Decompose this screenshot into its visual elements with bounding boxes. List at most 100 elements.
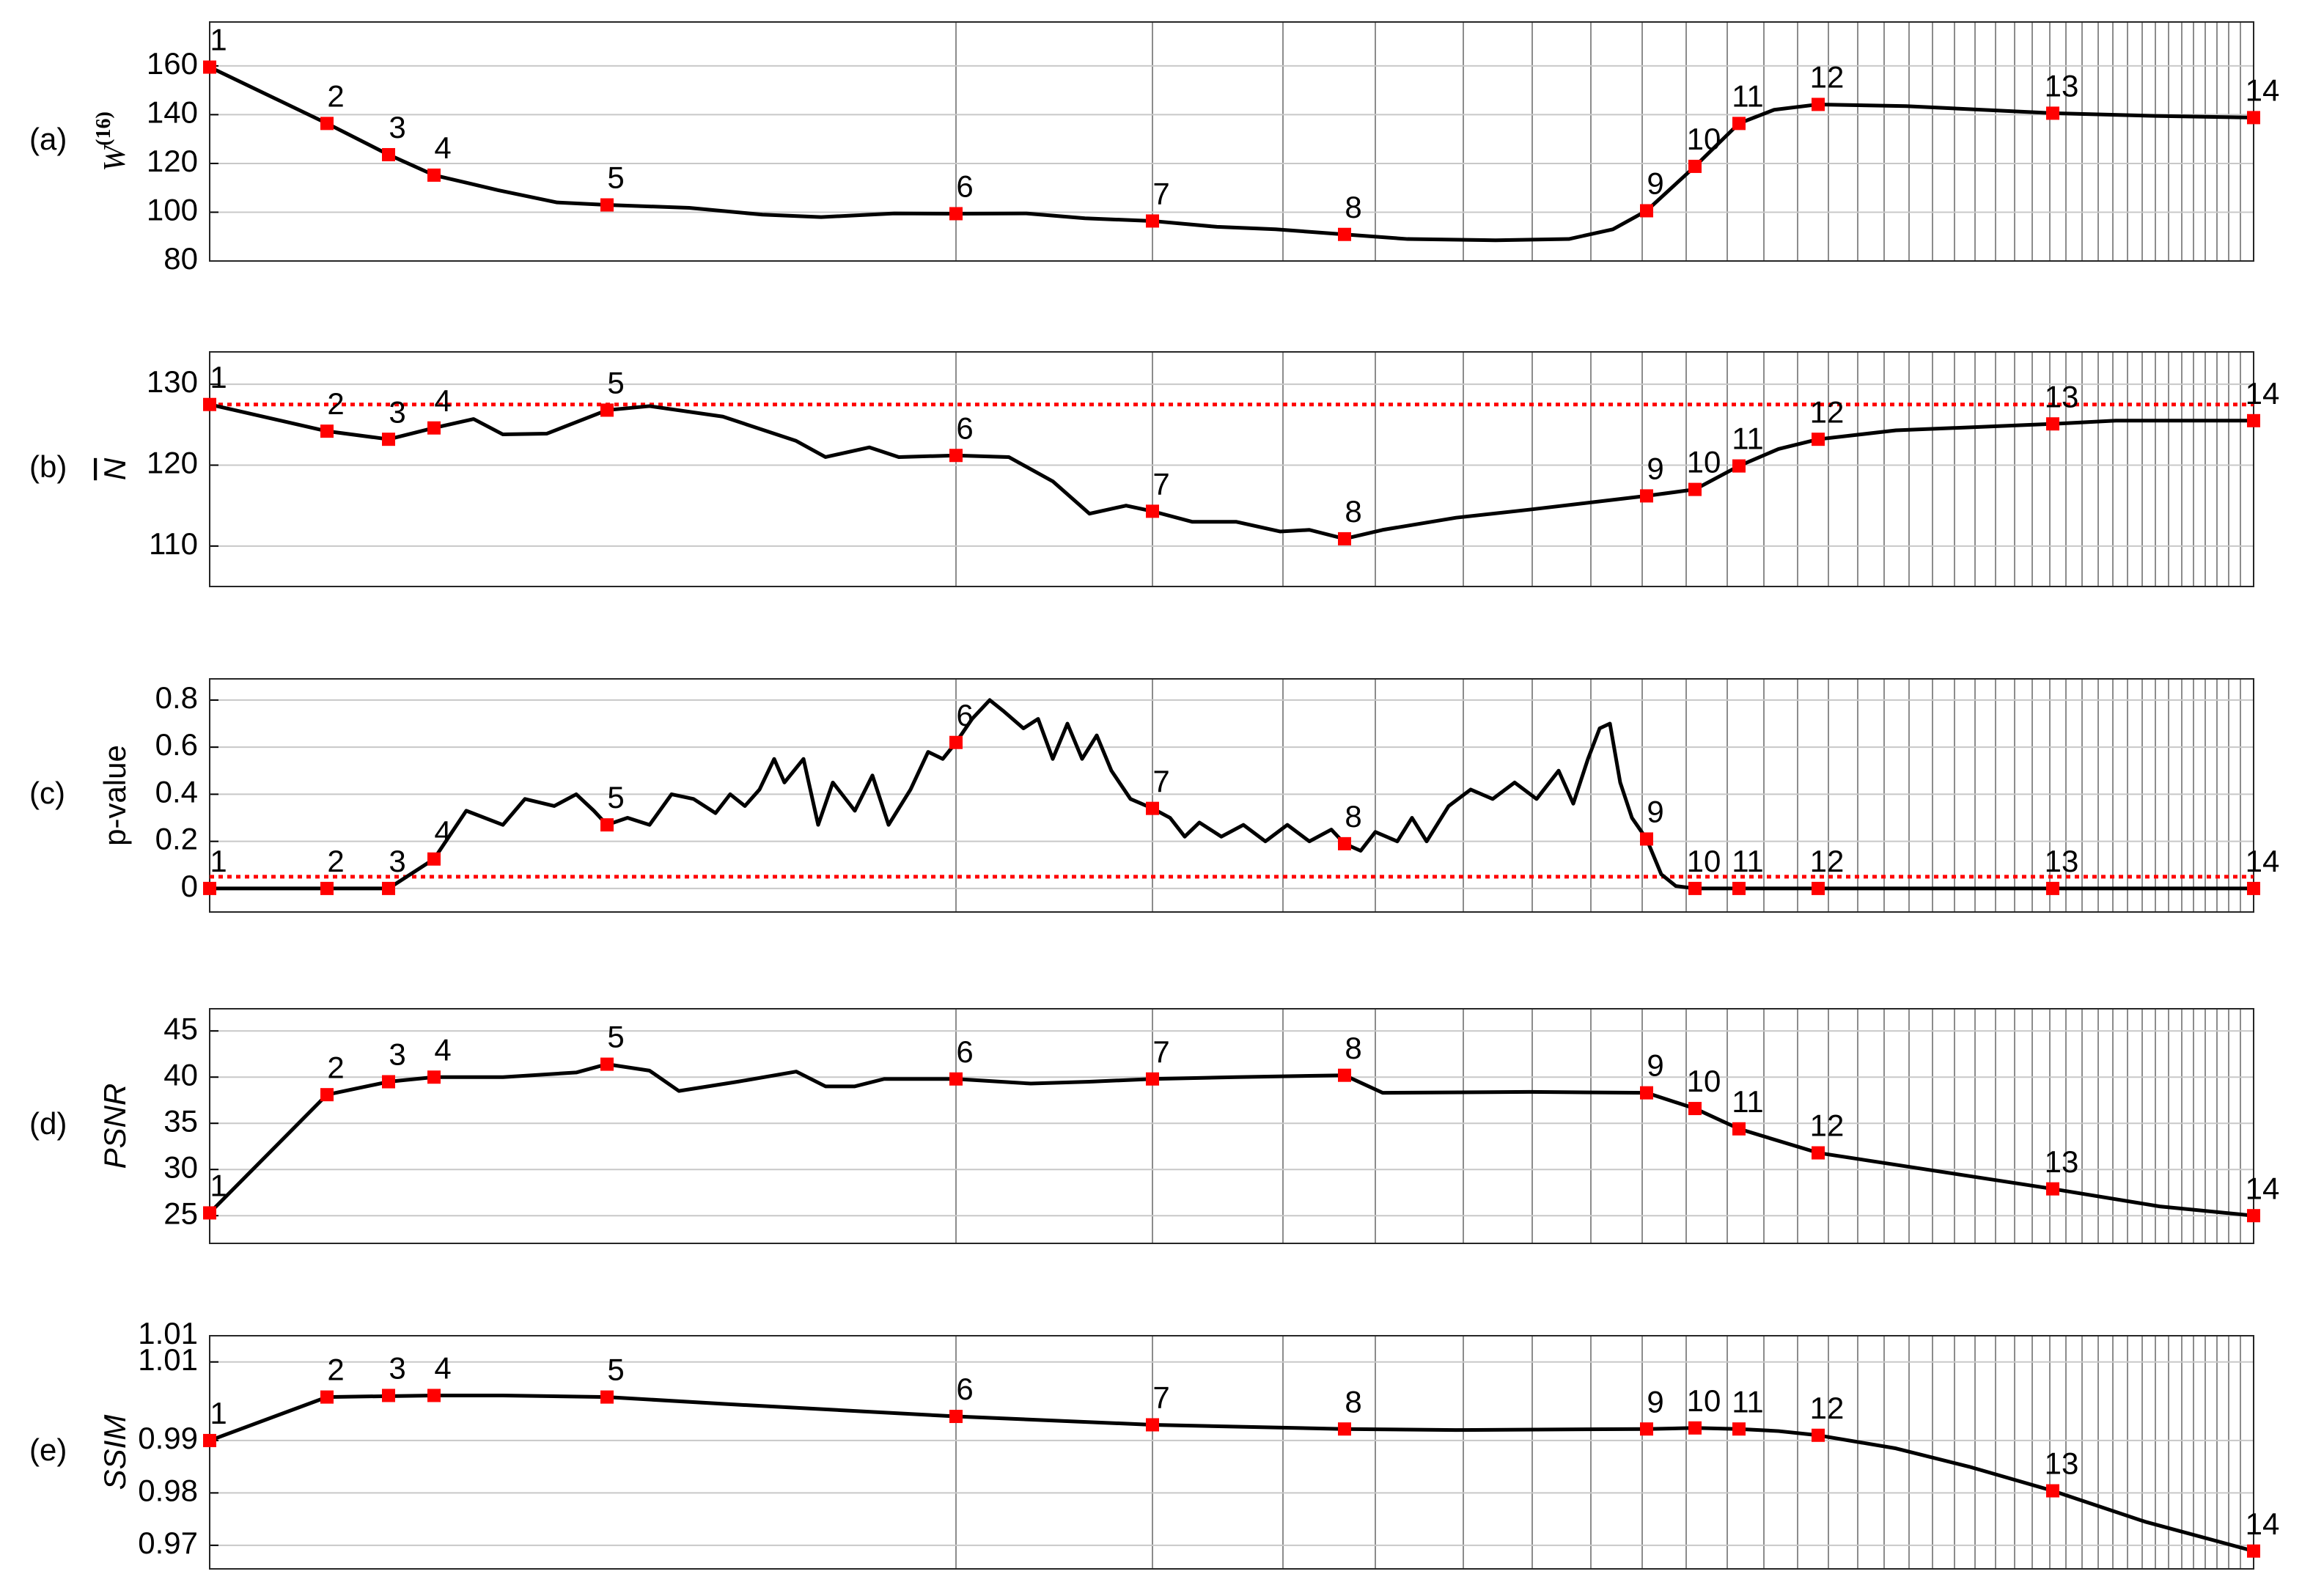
point-label: 2 (327, 78, 344, 113)
data-line (208, 65, 2254, 243)
data-point (1146, 214, 1159, 228)
data-point (320, 424, 334, 438)
data-point (2046, 106, 2059, 120)
data-point (1688, 1421, 1702, 1435)
y-axis-label-main: PSNR (98, 1084, 132, 1169)
data-point (1640, 204, 1653, 218)
y-tick-label: 140 (147, 95, 198, 130)
data-point (382, 433, 395, 446)
data-point (427, 852, 441, 866)
y-axis-label-main: p-value (98, 745, 132, 846)
point-label: 9 (1647, 795, 1663, 829)
point-label: 2 (327, 1050, 344, 1084)
point-label: 10 (1687, 445, 1721, 479)
data-point (2046, 881, 2059, 895)
point-label: 12 (1810, 1108, 1845, 1143)
point-label: 2 (327, 844, 344, 878)
data-point (1732, 1422, 1746, 1436)
data-point (382, 1389, 395, 1402)
point-label: 6 (956, 1372, 973, 1406)
point-label: 6 (956, 411, 973, 445)
point-label: 8 (1345, 1031, 1361, 1065)
point-label: 8 (1345, 799, 1361, 834)
point-label: 5 (607, 1020, 624, 1054)
data-point (2247, 881, 2260, 895)
data-point (427, 421, 441, 435)
point-label: 2 (327, 386, 344, 421)
y-tick-label: 100 (147, 193, 198, 227)
data-point (1812, 1146, 1825, 1160)
panel-label: (d) (29, 1106, 67, 1141)
panel-label: (a) (29, 122, 67, 156)
point-label: 9 (1647, 452, 1663, 486)
y-tick-label: 0.99 (138, 1421, 198, 1455)
data-point (949, 449, 963, 463)
y-tick-label: 30 (163, 1150, 198, 1184)
point-label: 3 (389, 1037, 405, 1072)
data-point (1812, 98, 1825, 111)
y-axis-label: N (98, 457, 132, 480)
data-point (600, 818, 614, 832)
y-tick-label: 25 (163, 1196, 198, 1230)
y-tick-label: 0 (181, 869, 198, 903)
point-label: 2 (327, 1353, 344, 1387)
point-label: 3 (389, 110, 405, 144)
y-tick-label: 110 (149, 526, 198, 561)
data-point (320, 881, 334, 895)
data-point (1146, 1418, 1159, 1432)
point-label: 14 (2246, 844, 2280, 878)
y-axis-label-main: SSIM (98, 1415, 132, 1490)
y-axis-label-sup: (16) (92, 111, 115, 146)
point-label: 13 (2045, 379, 2079, 413)
data-point (2247, 1209, 2260, 1223)
point-label: 8 (1345, 1384, 1361, 1419)
data-point (1812, 881, 1825, 895)
data-line (210, 698, 2254, 891)
y-tick-label: 0.2 (155, 822, 198, 856)
point-label: 9 (1647, 1384, 1663, 1419)
point-label: 13 (2045, 1144, 2079, 1179)
data-point (1640, 1086, 1653, 1100)
data-point (1640, 489, 1653, 503)
data-point (382, 147, 395, 161)
point-label: 3 (389, 844, 405, 878)
data-point (600, 198, 614, 212)
point-label: 12 (1810, 1391, 1845, 1425)
point-label: 10 (1687, 1383, 1721, 1418)
data-point (1812, 433, 1825, 446)
point-label: 12 (1810, 844, 1845, 878)
point-label: 14 (2246, 1171, 2280, 1205)
data-point (949, 735, 963, 749)
point-label: 8 (1345, 494, 1361, 529)
plot-frame (209, 678, 2254, 913)
data-point (2247, 111, 2260, 125)
panel-label: (e) (29, 1433, 67, 1467)
data-point (1640, 832, 1653, 846)
point-label: 7 (1152, 764, 1169, 798)
point-label: 3 (389, 1351, 405, 1386)
data-point (382, 881, 395, 895)
y-axis-label: PSNR (98, 1084, 132, 1169)
data-point (1732, 459, 1746, 473)
point-label: 11 (1732, 1384, 1764, 1419)
point-label: 14 (2246, 73, 2280, 107)
point-label: 1 (210, 23, 227, 57)
y-tick-label: 45 (163, 1011, 198, 1045)
y-tick-label: 1.01 (138, 1316, 198, 1350)
data-point (600, 403, 614, 417)
data-point (203, 1206, 216, 1220)
data-point (1688, 1102, 1702, 1116)
point-label: 6 (956, 169, 973, 204)
data-point (1732, 117, 1746, 130)
data-point (1688, 881, 1702, 895)
point-label: 4 (434, 1032, 451, 1067)
point-label: 5 (607, 1353, 624, 1387)
point-label: 5 (607, 161, 624, 195)
data-point (1338, 227, 1351, 241)
y-tick-label: 160 (147, 46, 198, 81)
data-point (427, 1389, 441, 1402)
point-label: 14 (2246, 376, 2280, 411)
data-point (949, 1072, 963, 1086)
point-label: 4 (434, 383, 451, 418)
